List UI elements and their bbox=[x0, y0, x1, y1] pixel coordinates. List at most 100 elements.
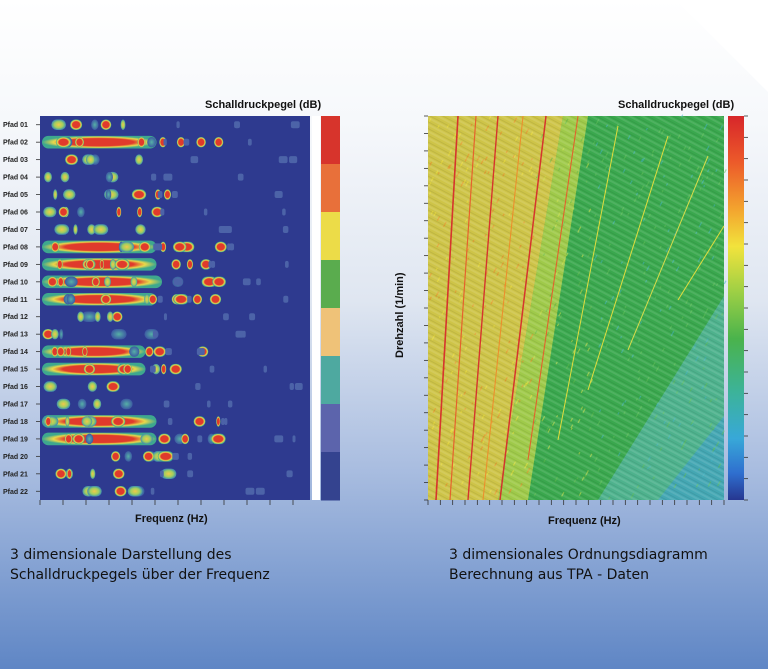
heat-blob bbox=[124, 451, 133, 462]
legend-swatch bbox=[321, 212, 340, 261]
y-tick-label: Pfad 02 bbox=[3, 140, 28, 147]
heat-trace bbox=[286, 470, 293, 478]
heat-blob bbox=[210, 433, 226, 445]
heat-blob bbox=[47, 276, 58, 288]
right-axis-ticks bbox=[424, 115, 725, 505]
right-colorbar-ticks bbox=[744, 115, 748, 501]
heat-trace bbox=[242, 278, 251, 286]
heat-blob bbox=[129, 346, 140, 357]
right-x-axis-label: Frequenz (Hz) bbox=[548, 515, 621, 527]
heat-blob bbox=[163, 189, 172, 200]
heat-blob bbox=[212, 276, 226, 288]
y-tick-label: Pfad 03 bbox=[3, 157, 28, 164]
heat-blob bbox=[112, 468, 125, 480]
heat-trace bbox=[187, 470, 194, 478]
heat-blob bbox=[42, 328, 54, 340]
heat-blob bbox=[123, 363, 133, 375]
heat-trace bbox=[263, 365, 267, 373]
heat-blob bbox=[109, 259, 117, 270]
heat-trace bbox=[224, 417, 228, 425]
left-legend-title: Schalldruckpegel (dB) bbox=[205, 99, 321, 111]
heat-blob bbox=[145, 346, 154, 357]
heat-blob bbox=[87, 381, 98, 392]
legend-swatch bbox=[321, 404, 340, 453]
right-caption: 3 dimensionales Ordnungsdiagramm Berechn… bbox=[449, 545, 708, 585]
heat-trace bbox=[282, 225, 289, 233]
heat-trace bbox=[227, 243, 231, 251]
heat-trace bbox=[255, 487, 265, 495]
legend-swatch bbox=[321, 452, 340, 501]
heat-trace bbox=[229, 243, 235, 251]
heat-blob bbox=[116, 206, 122, 218]
left-caption-line2: Schalldruckpegels über der Frequenz bbox=[10, 567, 270, 583]
right-legend-title: Schalldruckpegel (dB) bbox=[618, 99, 734, 111]
heat-trace bbox=[187, 295, 192, 303]
heat-blob bbox=[77, 398, 87, 410]
heat-blob bbox=[87, 486, 102, 497]
heat-blob bbox=[119, 241, 135, 253]
heat-blob bbox=[51, 346, 59, 357]
heat-blob bbox=[147, 136, 157, 148]
order-line bbox=[435, 115, 459, 501]
left-x-ticks bbox=[39, 500, 294, 505]
heat-blob bbox=[65, 154, 78, 165]
heat-trace bbox=[210, 260, 216, 268]
heat-blob bbox=[56, 346, 65, 357]
corner-cut bbox=[676, 0, 768, 92]
heat-blob bbox=[142, 451, 155, 462]
heat-trace bbox=[203, 208, 208, 216]
legend-swatch bbox=[321, 116, 340, 165]
legend-swatch bbox=[321, 356, 340, 405]
heat-blob bbox=[140, 433, 153, 445]
heat-trace bbox=[167, 417, 173, 425]
heat-blob bbox=[64, 433, 73, 445]
heat-blob bbox=[105, 189, 112, 200]
heat-trace bbox=[256, 278, 261, 286]
legend-swatch bbox=[321, 308, 340, 357]
heat-blob bbox=[209, 294, 222, 305]
heat-blob bbox=[82, 346, 88, 357]
y-tick-label: Pfad 17 bbox=[3, 402, 28, 409]
right-caption-line2: Berechnung aus TPA - Daten bbox=[449, 567, 649, 583]
heat-blob bbox=[172, 241, 187, 253]
heat-blob bbox=[91, 119, 99, 130]
heat-blob bbox=[81, 416, 93, 427]
y-tick-label: Pfad 15 bbox=[3, 367, 28, 374]
left-heat-blobs bbox=[42, 119, 303, 497]
heat-blob bbox=[77, 311, 85, 322]
y-tick-label: Pfad 22 bbox=[3, 489, 28, 496]
heat-blob bbox=[94, 311, 101, 322]
heat-trace bbox=[160, 208, 165, 216]
heat-blob bbox=[64, 276, 78, 288]
heat-blob bbox=[161, 363, 167, 375]
heat-blob bbox=[72, 433, 85, 445]
heat-trace bbox=[153, 243, 162, 251]
heat-trace bbox=[289, 383, 294, 391]
heat-blob bbox=[169, 363, 182, 375]
order-line bbox=[527, 115, 579, 461]
speckle bbox=[723, 280, 727, 285]
order-line bbox=[482, 115, 524, 501]
heat-trace bbox=[245, 487, 255, 495]
order-line bbox=[499, 115, 547, 501]
heat-blob bbox=[83, 363, 96, 375]
heat-blob bbox=[77, 206, 85, 218]
heat-trace bbox=[183, 138, 190, 146]
heat-blob bbox=[137, 136, 146, 148]
y-tick-label: Pfad 16 bbox=[3, 384, 28, 391]
heat-trace bbox=[171, 191, 178, 199]
heat-trace bbox=[196, 348, 205, 356]
y-tick-label: Pfad 05 bbox=[3, 192, 28, 199]
heat-blob bbox=[131, 189, 147, 200]
speckle bbox=[723, 169, 727, 174]
heat-trace bbox=[157, 295, 163, 303]
heat-blob bbox=[59, 328, 64, 340]
heat-blob bbox=[75, 136, 85, 148]
heat-trace bbox=[249, 313, 256, 321]
heat-trace bbox=[163, 138, 167, 146]
heat-trace bbox=[163, 313, 167, 321]
right-texture bbox=[428, 116, 724, 500]
y-tick-label: Pfad 19 bbox=[3, 436, 28, 443]
heat-blob bbox=[186, 259, 194, 270]
y-tick-label: Pfad 08 bbox=[3, 244, 28, 251]
